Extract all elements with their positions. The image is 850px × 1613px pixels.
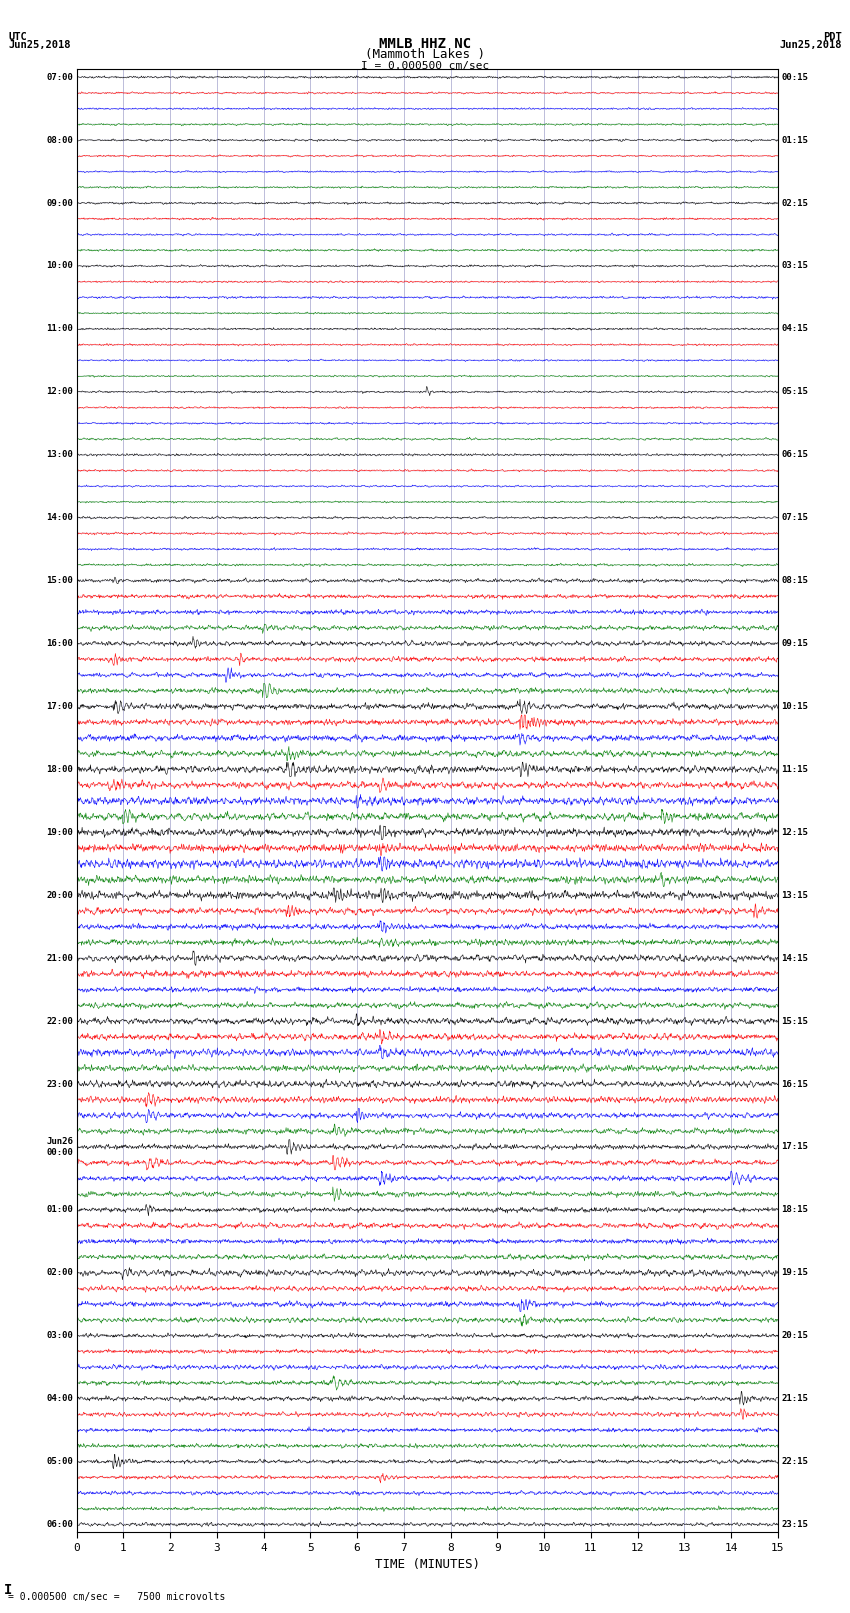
Text: 03:15: 03:15 (781, 261, 808, 271)
Text: 18:00: 18:00 (46, 765, 73, 774)
Text: = 0.000500 cm/sec =   7500 microvolts: = 0.000500 cm/sec = 7500 microvolts (8, 1592, 226, 1602)
Text: 11:15: 11:15 (781, 765, 808, 774)
Text: 08:15: 08:15 (781, 576, 808, 586)
Text: 17:15: 17:15 (781, 1142, 808, 1152)
Text: 21:15: 21:15 (781, 1394, 808, 1403)
Text: 13:00: 13:00 (46, 450, 73, 460)
Text: 07:15: 07:15 (781, 513, 808, 523)
Text: 20:00: 20:00 (46, 890, 73, 900)
Text: 13:15: 13:15 (781, 890, 808, 900)
Text: 14:00: 14:00 (46, 513, 73, 523)
Text: 09:00: 09:00 (46, 198, 73, 208)
Text: 14:15: 14:15 (781, 953, 808, 963)
Text: 11:00: 11:00 (46, 324, 73, 334)
Text: MMLB HHZ NC: MMLB HHZ NC (379, 37, 471, 52)
Text: 01:15: 01:15 (781, 135, 808, 145)
X-axis label: TIME (MINUTES): TIME (MINUTES) (375, 1558, 479, 1571)
Text: 06:00: 06:00 (46, 1519, 73, 1529)
Text: 16:15: 16:15 (781, 1079, 808, 1089)
Text: 09:15: 09:15 (781, 639, 808, 648)
Text: 05:00: 05:00 (46, 1457, 73, 1466)
Text: 17:00: 17:00 (46, 702, 73, 711)
Text: 16:00: 16:00 (46, 639, 73, 648)
Text: 19:15: 19:15 (781, 1268, 808, 1277)
Text: Jun25,2018: Jun25,2018 (8, 40, 71, 50)
Text: 06:15: 06:15 (781, 450, 808, 460)
Text: 18:15: 18:15 (781, 1205, 808, 1215)
Text: 02:15: 02:15 (781, 198, 808, 208)
Text: 22:00: 22:00 (46, 1016, 73, 1026)
Text: 08:00: 08:00 (46, 135, 73, 145)
Text: 10:00: 10:00 (46, 261, 73, 271)
Text: I: I (4, 1582, 13, 1597)
Text: 02:00: 02:00 (46, 1268, 73, 1277)
Text: I = 0.000500 cm/sec: I = 0.000500 cm/sec (361, 61, 489, 71)
Text: 00:15: 00:15 (781, 73, 808, 82)
Text: 19:00: 19:00 (46, 827, 73, 837)
Text: UTC: UTC (8, 32, 27, 42)
Text: 10:15: 10:15 (781, 702, 808, 711)
Text: 07:00: 07:00 (46, 73, 73, 82)
Text: 04:00: 04:00 (46, 1394, 73, 1403)
Text: 03:00: 03:00 (46, 1331, 73, 1340)
Text: 23:15: 23:15 (781, 1519, 808, 1529)
Text: Jun25,2018: Jun25,2018 (779, 40, 842, 50)
Text: 12:00: 12:00 (46, 387, 73, 397)
Text: 22:15: 22:15 (781, 1457, 808, 1466)
Text: Jun26
00:00: Jun26 00:00 (46, 1137, 73, 1157)
Text: PDT: PDT (823, 32, 842, 42)
Text: 15:15: 15:15 (781, 1016, 808, 1026)
Text: (Mammoth Lakes ): (Mammoth Lakes ) (365, 48, 485, 61)
Text: 04:15: 04:15 (781, 324, 808, 334)
Text: 20:15: 20:15 (781, 1331, 808, 1340)
Text: 23:00: 23:00 (46, 1079, 73, 1089)
Text: 05:15: 05:15 (781, 387, 808, 397)
Text: 12:15: 12:15 (781, 827, 808, 837)
Text: 21:00: 21:00 (46, 953, 73, 963)
Text: 15:00: 15:00 (46, 576, 73, 586)
Text: 01:00: 01:00 (46, 1205, 73, 1215)
